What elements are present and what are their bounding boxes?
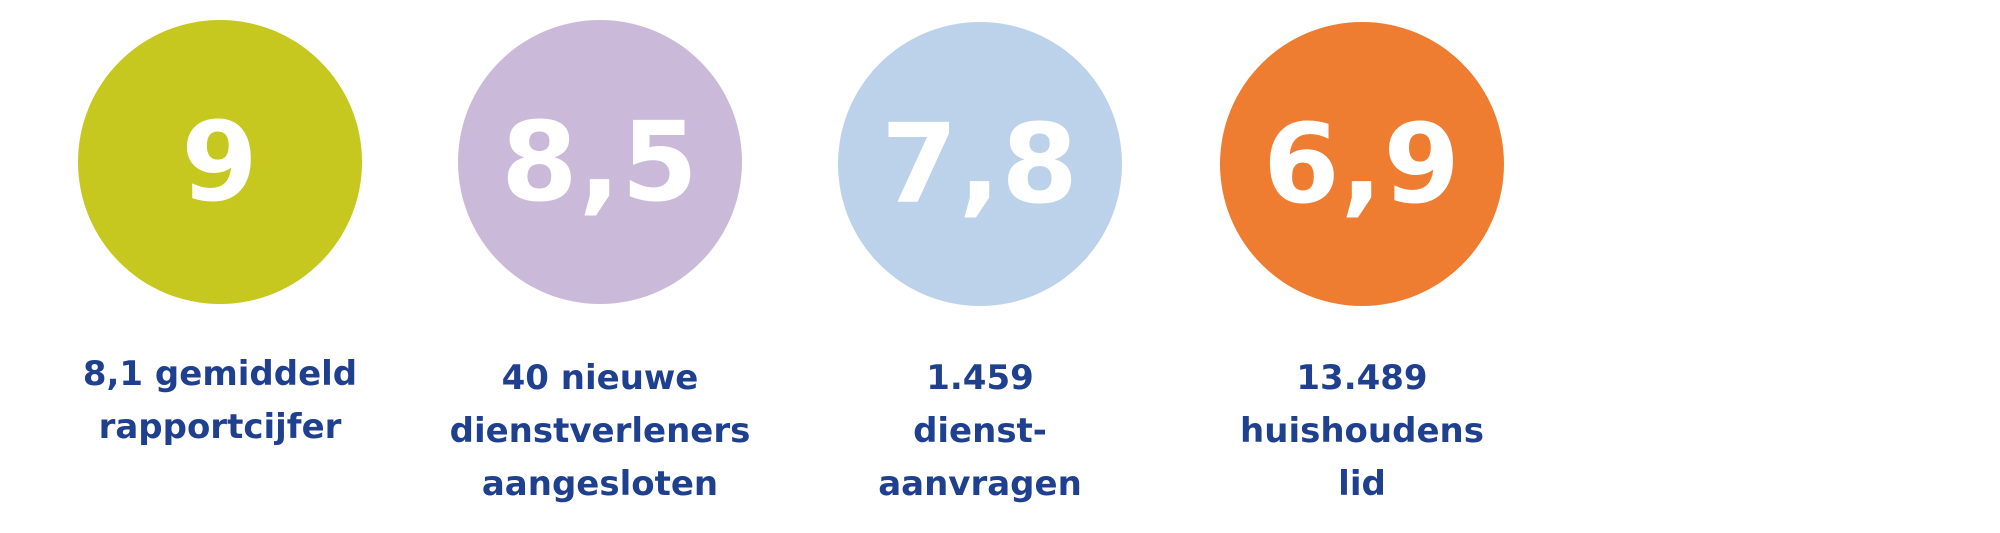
score-value: 9 bbox=[181, 98, 259, 226]
caption-line: 8,1 gemiddeld bbox=[82, 354, 358, 394]
score-circle: 9 bbox=[78, 20, 362, 304]
stat-caption: 8,1 gemiddeld rapportcijfer bbox=[30, 348, 410, 454]
caption-line: dienstverleners bbox=[449, 411, 751, 451]
score-circle: 8,5 bbox=[458, 20, 742, 304]
caption-line: 13.489 bbox=[1296, 358, 1428, 398]
score-circle: 6,9 bbox=[1220, 22, 1504, 306]
caption-line: huishoudens bbox=[1240, 411, 1484, 451]
caption-line: aangesloten bbox=[481, 464, 719, 504]
score-circle: 7,8 bbox=[838, 22, 1122, 306]
score-value: 6,9 bbox=[1263, 100, 1461, 228]
caption-line: 1.459 bbox=[926, 358, 1034, 398]
caption-line: 40 nieuwe bbox=[501, 358, 699, 398]
stat-caption: 40 nieuwe dienstverleners aangesloten bbox=[410, 352, 790, 511]
caption-line: rapportcijfer bbox=[98, 407, 342, 447]
caption-line: lid bbox=[1338, 464, 1386, 504]
caption-line: aanvragen bbox=[878, 464, 1082, 504]
stat-caption: 13.489 huishoudens lid bbox=[1172, 352, 1552, 511]
score-value: 8,5 bbox=[501, 98, 699, 226]
caption-line: dienst- bbox=[913, 411, 1047, 451]
stat-caption: 1.459 dienst- aanvragen bbox=[790, 352, 1170, 511]
score-value: 7,8 bbox=[881, 100, 1079, 228]
